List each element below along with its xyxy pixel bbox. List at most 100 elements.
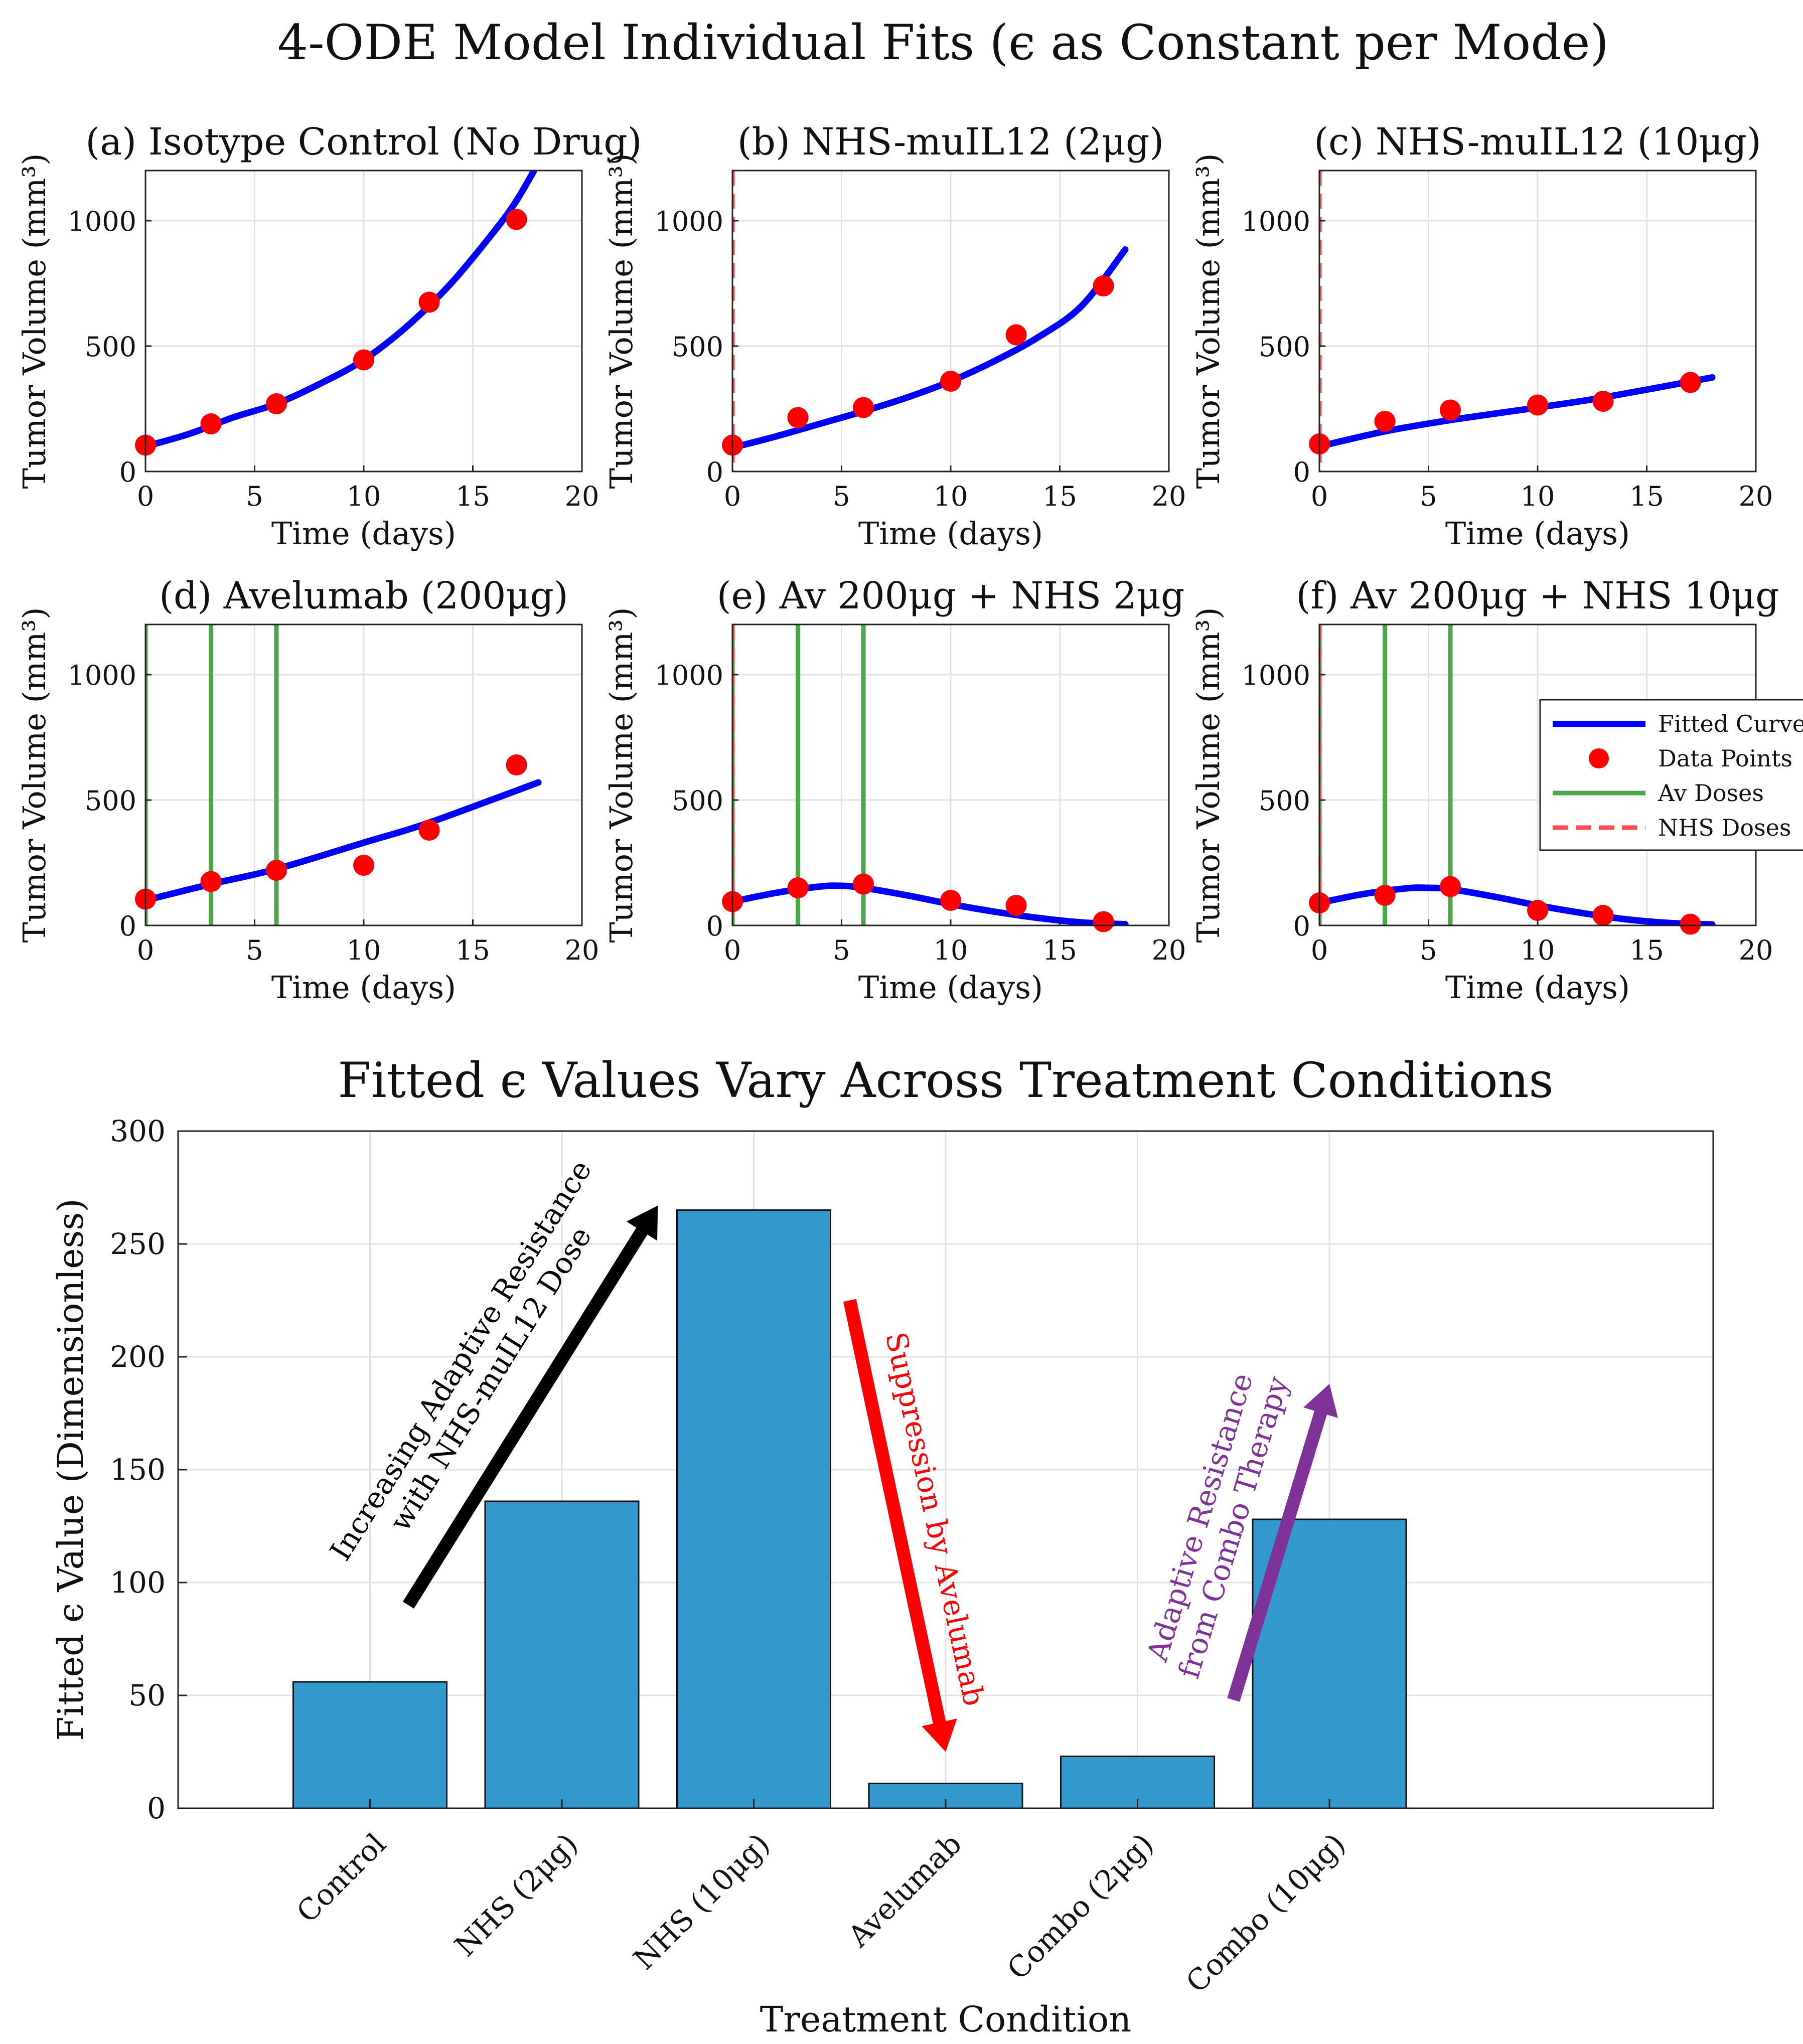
data-point — [787, 877, 809, 898]
data-point — [418, 820, 440, 841]
y-axis-label: Tumor Volume (mm³) — [603, 153, 640, 489]
y-tick-label: 500 — [1259, 785, 1310, 817]
data-point — [853, 397, 874, 418]
x-tick-label: 5 — [246, 481, 263, 512]
bar-chart: Increasing Adaptive Resistancewith NHS-m… — [50, 1052, 1714, 2040]
data-point — [266, 860, 287, 881]
data-point — [1592, 905, 1614, 926]
data-point — [1680, 372, 1701, 393]
x-tick-label: 10 — [1521, 481, 1555, 512]
x-axis-label: Time (days) — [1445, 969, 1630, 1006]
y-axis-label: Tumor Volume (mm³) — [1190, 607, 1227, 943]
data-point — [1005, 895, 1027, 916]
x-tick-label: 20 — [1152, 934, 1186, 966]
legend-data-point-swatch — [1589, 748, 1609, 768]
x-tick-label: 20 — [1152, 481, 1186, 512]
data-point — [853, 873, 874, 895]
subplot-title: (b) NHS-muIL12 (2μg) — [737, 120, 1164, 164]
x-tick-label: 15 — [456, 934, 490, 966]
x-tick-label: 5 — [833, 934, 850, 966]
y-tick-label: 0 — [119, 910, 136, 942]
data-point — [1592, 391, 1614, 412]
data-point — [506, 209, 527, 230]
x-axis-label: Time (days) — [271, 969, 456, 1006]
subplot-b: 0 5 10 15 20 0 500 1000 (b) NHS-muIL12 (2μg) Time… — [603, 120, 1186, 552]
y-axis-label: Tumor Volume (mm³) — [16, 153, 53, 489]
bar-control — [292, 1681, 447, 1809]
legend-label: Fitted Curve — [1658, 710, 1803, 737]
x-tick-label: 0 — [1311, 934, 1328, 966]
data-point — [1374, 411, 1396, 432]
plot-content — [1319, 171, 1716, 471]
fitted-curve — [1319, 374, 1716, 450]
y-tick-label: 1000 — [1242, 660, 1310, 691]
bar-chart-title: Fitted ϵ Values Vary Across Treatment Co… — [338, 1052, 1553, 1109]
x-axis-label: Time (days) — [271, 515, 456, 552]
legend-label: Data Points — [1658, 745, 1792, 772]
x-tick-label: 10 — [347, 481, 381, 512]
data-point — [418, 291, 440, 313]
data-point — [1005, 324, 1027, 346]
data-point — [353, 349, 374, 371]
annotation-arrow-1 — [403, 1205, 658, 1609]
y-axis-label: Tumor Volume (mm³) — [1190, 153, 1227, 489]
y-tick-label: 1000 — [655, 206, 723, 237]
bar-y-axis-label: Fitted ϵ Value (Dimensionless) — [50, 1198, 91, 1741]
annotation-arrow-2 — [843, 1299, 957, 1752]
bar-y-tick-label: 50 — [128, 1678, 166, 1712]
bar-y-tick-label: 250 — [110, 1227, 166, 1261]
bar-category-label: Combo (2μg) — [1000, 1827, 1160, 1986]
bar-y-tick-label: 0 — [147, 1791, 166, 1825]
data-point — [1527, 900, 1548, 921]
subplot-c: 0 5 10 15 20 0 500 1000 (c) NHS-muIL12 (10μg) Tim… — [1190, 120, 1773, 552]
y-tick-label: 500 — [1259, 331, 1310, 363]
legend-label: NHS Doses — [1658, 814, 1791, 841]
bar-category-label: NHS (10μg) — [627, 1827, 776, 1976]
data-point — [1440, 399, 1461, 421]
x-tick-label: 20 — [565, 934, 599, 966]
subplot-a: 0 5 10 15 20 0 500 1000 (a) Isotype Control (No … — [16, 120, 642, 552]
legend-label: Av Doses — [1658, 779, 1764, 807]
y-tick-label: 0 — [1293, 456, 1310, 488]
plot-content — [732, 171, 1129, 471]
bar-nhs-10-g — [676, 1209, 831, 1809]
data-point — [1680, 913, 1701, 935]
data-point — [200, 413, 222, 434]
x-tick-label: 5 — [833, 481, 850, 512]
y-axis-label: Tumor Volume (mm³) — [603, 607, 640, 943]
y-axis-label: Tumor Volume (mm³) — [16, 607, 53, 943]
y-tick-label: 500 — [85, 785, 136, 817]
data-point — [1440, 876, 1461, 897]
data-point — [200, 871, 222, 892]
bar-category-label: NHS (2μg) — [448, 1827, 584, 1963]
x-axis-label: Time (days) — [1445, 515, 1630, 552]
y-tick-label: 500 — [672, 785, 723, 817]
x-axis-label: Time (days) — [858, 515, 1043, 552]
y-tick-label: 0 — [119, 456, 136, 488]
data-point — [266, 393, 287, 414]
y-tick-label: 0 — [706, 456, 723, 488]
x-tick-label: 15 — [1629, 934, 1664, 966]
data-point — [1093, 911, 1114, 932]
x-tick-label: 0 — [137, 481, 154, 512]
subplot-f: 0 5 10 15 20 0 500 1000 (f) Av 200μg + NHS 10μg T… — [1190, 574, 1803, 1006]
bar-category-label: Control — [290, 1827, 392, 1929]
x-tick-label: 20 — [565, 481, 599, 512]
x-tick-label: 10 — [934, 934, 968, 966]
y-tick-label: 0 — [1293, 910, 1310, 942]
y-tick-label: 1000 — [655, 660, 723, 691]
bar-y-tick-label: 150 — [110, 1453, 166, 1487]
y-tick-label: 500 — [85, 331, 136, 363]
x-tick-label: 0 — [724, 934, 741, 966]
x-tick-label: 5 — [1420, 481, 1437, 512]
subplot-e: 0 5 10 15 20 0 500 1000 (e) Av 200μg + NHS 2μg Ti… — [603, 574, 1186, 1006]
x-tick-label: 10 — [1521, 934, 1555, 966]
x-tick-label: 0 — [137, 934, 154, 966]
bar-y-tick-label: 300 — [110, 1114, 166, 1148]
bar-category-label: Combo (10μg) — [1179, 1827, 1352, 1999]
bar-category-label: Avelumab — [841, 1827, 968, 1954]
data-point — [353, 855, 374, 876]
data-point — [787, 407, 809, 428]
data-point — [940, 890, 961, 911]
data-point — [1093, 275, 1114, 296]
